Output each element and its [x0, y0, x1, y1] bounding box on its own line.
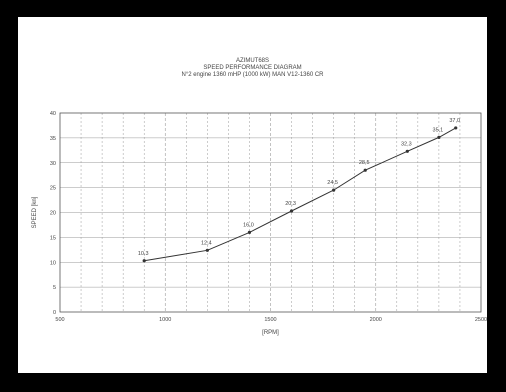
speed-chart: 0 5 10 15 20 25 30 35 40 500 1000 1500 2000 2500 [RPM]… — [32, 111, 487, 336]
y-tick-label: 0 — [53, 310, 56, 316]
data-label: 37,0 — [449, 118, 460, 124]
y-tick-label: 20 — [50, 211, 56, 217]
y-tick-label: 5 — [53, 285, 56, 291]
chart-title: AZIMUT68S — [235, 58, 269, 64]
plot-frame — [59, 112, 482, 313]
x-tick-label: 2000 — [370, 317, 382, 323]
data-label: 35,1 — [433, 127, 444, 133]
data-point — [454, 126, 458, 130]
data-point — [363, 168, 367, 172]
x-tick-label: 500 — [55, 317, 64, 323]
x-tick-label: 2500 — [475, 317, 487, 323]
chart-subtitle: SPEED PERFORMANCE DIAGRAM — [203, 65, 302, 71]
chart-title-block: AZIMUT68S SPEED PERFORMANCE DIAGRAM N°2 … — [18, 58, 487, 79]
data-label: 10,3 — [138, 251, 149, 257]
x-axis-label: [RPM] — [262, 330, 279, 336]
data-label: 28,5 — [359, 160, 370, 166]
data-point — [142, 259, 146, 263]
data-point — [205, 248, 209, 252]
data-point — [247, 230, 252, 234]
data-point — [437, 135, 441, 139]
chart-subtitle-engine: N°2 engine 1360 mHP (1000 kW) MAN V12-13… — [181, 72, 324, 78]
data-label: 16,0 — [243, 222, 254, 228]
y-tick-label: 10 — [50, 260, 56, 266]
y-tick-label: 30 — [50, 161, 56, 167]
series-line — [144, 127, 456, 262]
data-label: 24,5 — [327, 180, 338, 186]
x-tick-label: 1000 — [159, 317, 171, 323]
y-tick-label: 25 — [50, 186, 56, 192]
y-axis-label: SPEED [kn] — [32, 196, 38, 228]
data-label: 32,3 — [401, 141, 412, 147]
data-label: 12,4 — [201, 240, 212, 246]
data-point — [289, 209, 294, 213]
chart-panel: AZIMUT68S SPEED PERFORMANCE DIAGRAM N°2 … — [18, 17, 487, 373]
y-tick-label: 15 — [50, 235, 56, 241]
data-point — [332, 188, 336, 192]
x-tick-label: 1500 — [264, 317, 276, 323]
y-tick-label: 40 — [50, 111, 56, 117]
data-label: 20,3 — [285, 201, 296, 207]
data-point — [405, 149, 409, 153]
y-tick-label: 35 — [50, 136, 56, 142]
